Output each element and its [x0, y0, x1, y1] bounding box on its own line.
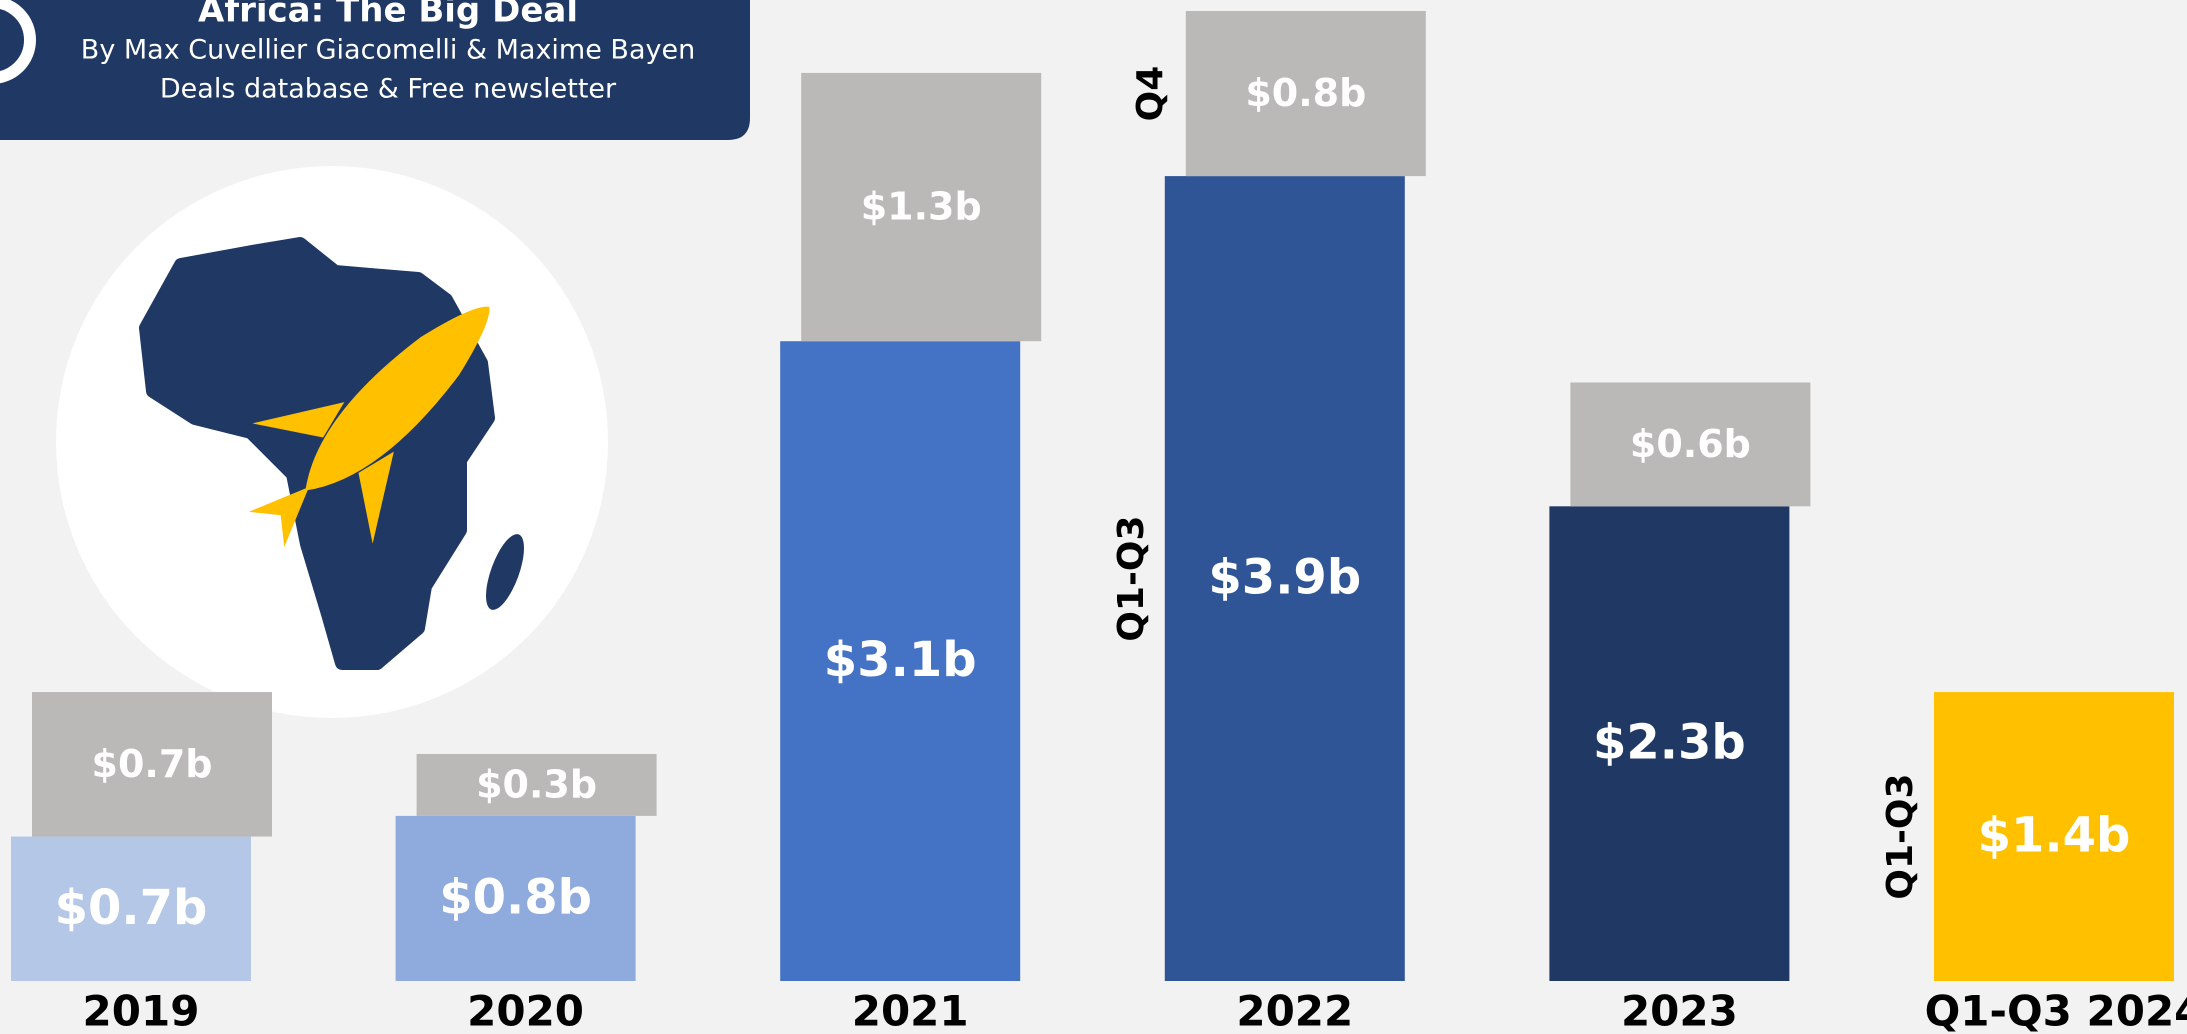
rocket-body	[305, 306, 490, 491]
x-tick-label: 2020	[467, 987, 584, 1034]
value-label: $0.6b	[1630, 422, 1751, 466]
x-tick-label: 2022	[1236, 987, 1353, 1034]
bar-segment	[32, 692, 272, 837]
bar-segment	[801, 72, 1042, 342]
legend-label: Q1-Q3	[1111, 515, 1152, 641]
bar-segment	[1164, 176, 1405, 981]
legend-label: Q4	[1130, 66, 1171, 122]
bar-segment	[1570, 382, 1811, 507]
header-subtitle: Deals database & Free newsletter	[160, 74, 617, 105]
bar-segment	[1934, 692, 2174, 981]
header-title: Africa: The Big Deal	[198, 0, 578, 31]
x-tick-label: Q1-Q3 2024	[1925, 987, 2187, 1034]
value-label: $3.9b	[1208, 550, 1361, 606]
bar-segment	[395, 815, 636, 981]
rocket	[248, 306, 490, 548]
value-label: $0.8b	[1245, 71, 1366, 115]
value-label: $0.8b	[439, 869, 592, 925]
value-label: $1.4b	[1978, 808, 2131, 864]
header-box	[0, 0, 750, 140]
value-label: $1.3b	[861, 185, 982, 229]
header-logo	[0, 0, 36, 84]
bar-segment	[1549, 506, 1790, 981]
madagascar-shape	[486, 534, 524, 610]
value-label: $2.3b	[1593, 715, 1746, 771]
x-tick-label: 2023	[1621, 987, 1738, 1034]
value-label: $0.7b	[55, 880, 208, 936]
value-label: $0.7b	[92, 742, 213, 786]
bar-segment	[1185, 11, 1426, 177]
x-tick-label: 2019	[83, 987, 200, 1034]
legend-label: Q1-Q3	[1880, 773, 1921, 899]
x-tick-label: 2021	[852, 987, 969, 1034]
header-subtitle: By Max Cuvellier Giacomelli & Maxime Bay…	[81, 35, 695, 66]
bar-segment	[11, 836, 251, 981]
bar-segment	[780, 341, 1021, 981]
bar-segment	[416, 753, 657, 816]
rocket-fins	[248, 402, 394, 548]
value-label: $0.3b	[476, 762, 597, 806]
value-label: $3.1b	[824, 632, 977, 688]
logo	[56, 166, 608, 718]
